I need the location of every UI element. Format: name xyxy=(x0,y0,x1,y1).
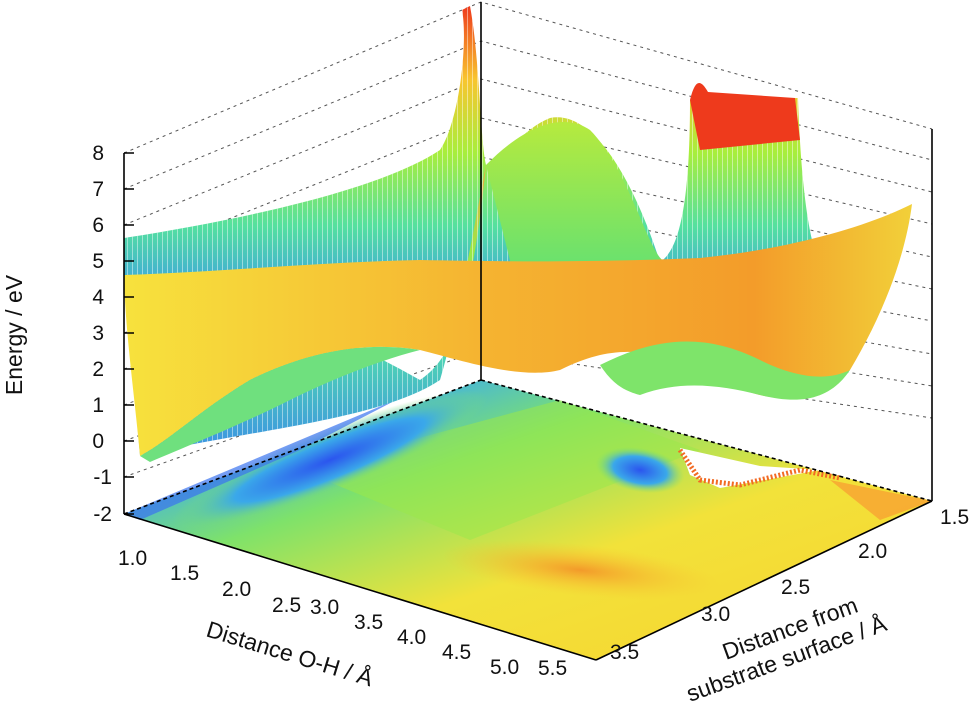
contour-projection xyxy=(124,380,932,660)
z-axis-label: Energy / eV xyxy=(1,274,27,395)
x-tick: 1.5 xyxy=(170,562,199,585)
x-tick: 3.0 xyxy=(310,596,339,619)
x-tick: 4.5 xyxy=(442,641,471,664)
y-tick: 2.5 xyxy=(781,576,810,599)
y-tick: 3.5 xyxy=(610,641,639,664)
x-tick-labels: 1.0 1.5 2.0 2.5 3.0 3.5 4.0 4.5 5.0 5.5 xyxy=(118,547,567,680)
x-tick: 5.5 xyxy=(538,657,567,680)
z-tick: -1 xyxy=(93,466,112,489)
z-tick: 5 xyxy=(92,250,104,273)
z-tick: 7 xyxy=(92,178,104,201)
x-tick: 2.0 xyxy=(222,578,251,601)
z-tick: 4 xyxy=(92,286,104,309)
x-tick: 1.0 xyxy=(118,547,147,570)
x-tick: 2.5 xyxy=(272,594,301,617)
y-tick-labels: 1.5 2.0 2.5 3.0 3.5 xyxy=(610,506,969,664)
lower-surface xyxy=(124,204,912,462)
z-tick: 8 xyxy=(92,142,104,165)
z-tick: 3 xyxy=(92,322,104,345)
tick-marks xyxy=(124,152,134,515)
x-tick: 3.5 xyxy=(354,611,383,634)
y-tick: 3.0 xyxy=(701,603,730,626)
z-tick: 2 xyxy=(92,358,104,381)
x-tick: 5.0 xyxy=(490,656,519,679)
y-tick: 2.0 xyxy=(858,540,887,563)
y-tick: 1.5 xyxy=(940,506,969,529)
z-tick: 6 xyxy=(92,214,104,237)
z-tick-labels: 8 7 6 5 4 3 2 1 0 -1 -2 xyxy=(92,142,112,526)
x-tick: 4.0 xyxy=(397,626,426,649)
z-tick: -2 xyxy=(93,503,112,526)
z-tick: 0 xyxy=(92,430,104,453)
x-axis-label: Distance O-H / Å xyxy=(204,615,378,691)
z-tick: 1 xyxy=(92,394,104,417)
